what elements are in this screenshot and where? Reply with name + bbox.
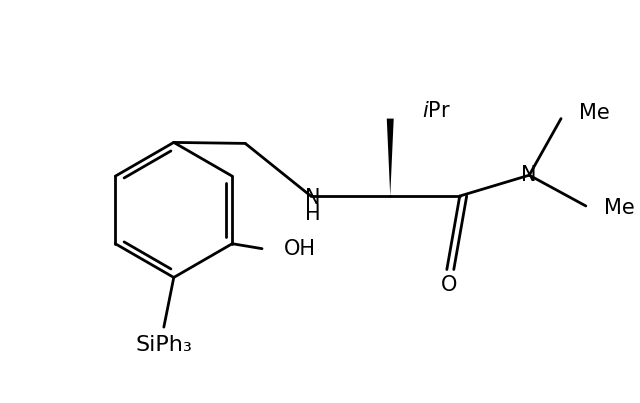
Text: O: O (440, 275, 457, 295)
Text: H: H (305, 204, 321, 224)
Text: $\mathit{i}$Pr: $\mathit{i}$Pr (422, 101, 451, 120)
Text: N: N (305, 188, 321, 208)
Text: Me: Me (604, 198, 634, 218)
Text: Me: Me (579, 103, 610, 123)
Text: OH: OH (284, 239, 316, 259)
Polygon shape (387, 118, 394, 196)
Text: SiPh₃: SiPh₃ (136, 335, 192, 355)
Text: N: N (522, 165, 537, 185)
